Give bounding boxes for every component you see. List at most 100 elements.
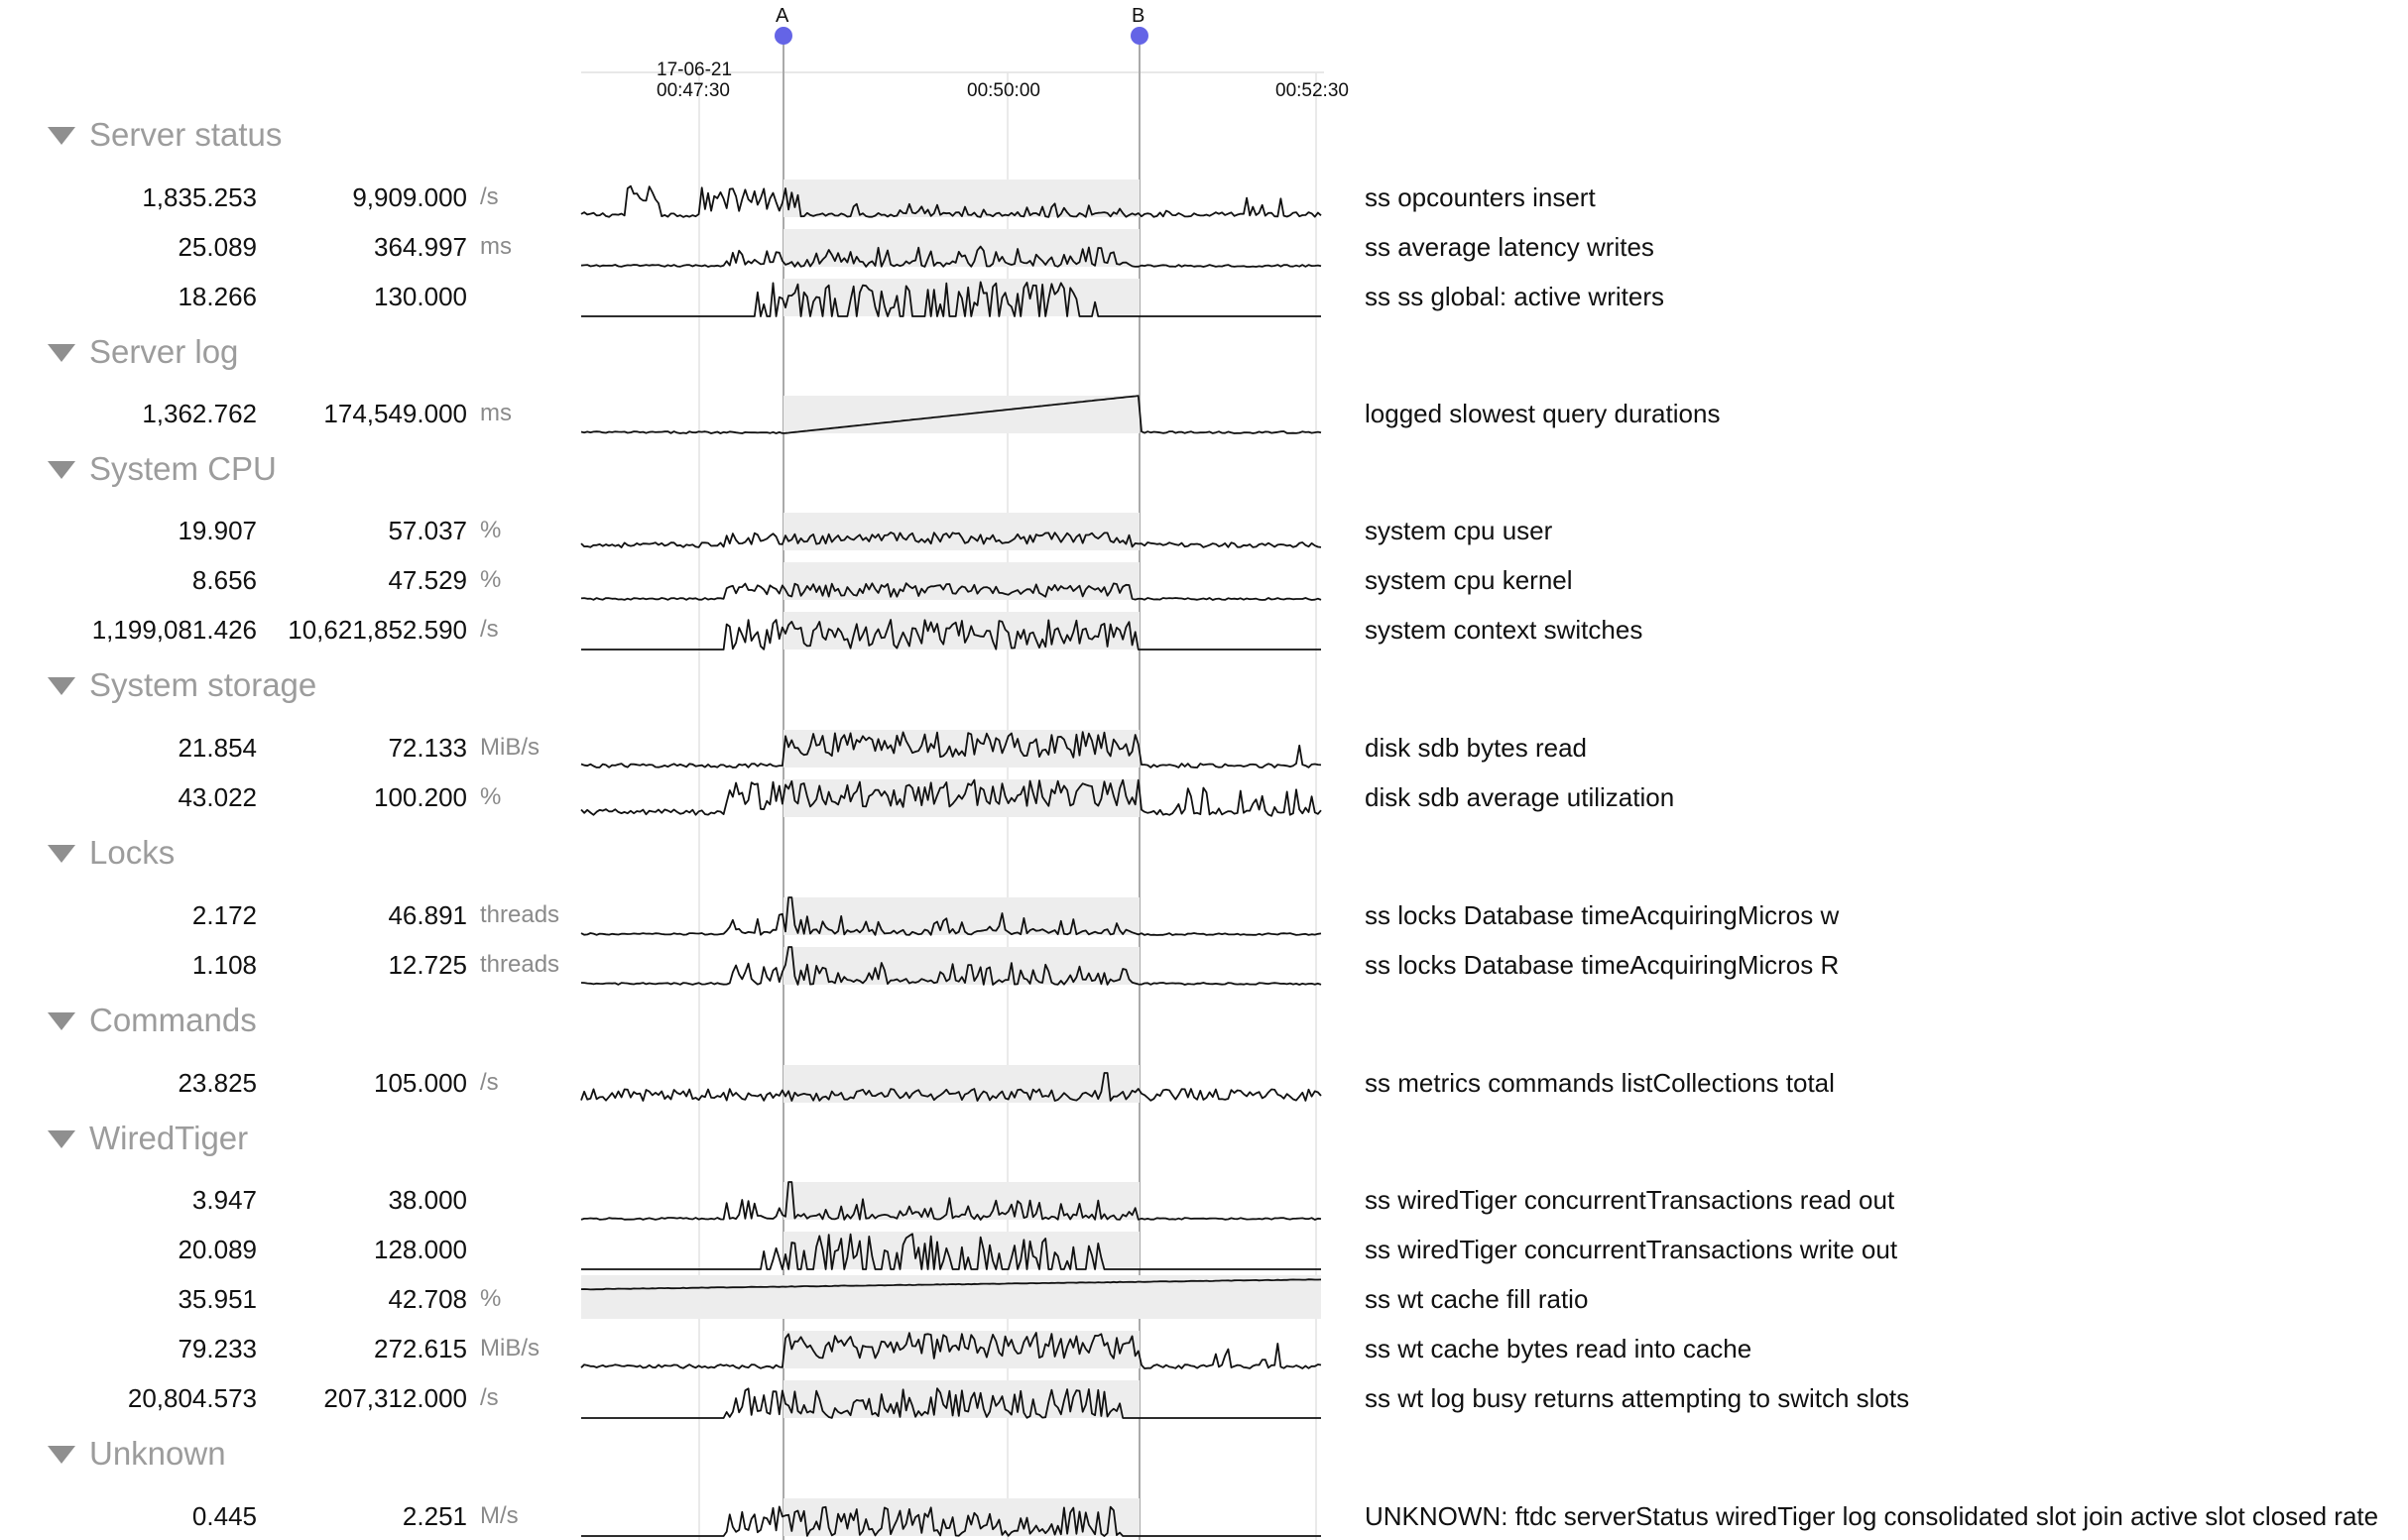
metric-row[interactable]: 1,835.253 9,909.000 /s ss opcounters ins… <box>0 174 2408 221</box>
metric-row[interactable]: 18.266 130.000 ss ss global: active writ… <box>0 273 2408 320</box>
metric-row[interactable]: 21.854 72.133 MiB/s disk sdb bytes read <box>0 724 2408 771</box>
metric-row[interactable]: 43.022 100.200 % disk sdb average utiliz… <box>0 773 2408 821</box>
sparkline-series <box>580 778 1322 817</box>
metric-row[interactable]: 20.089 128.000 ss wiredTiger concurrentT… <box>0 1226 2408 1273</box>
metric-unit: % <box>480 517 502 543</box>
metric-row[interactable]: 23.825 105.000 /s ss metrics commands li… <box>0 1059 2408 1107</box>
sparkline-series <box>581 1387 1321 1419</box>
metric-name: ss average latency writes <box>1365 232 1654 262</box>
sparkline-series <box>581 1233 1321 1270</box>
metric-unit: % <box>480 1285 502 1312</box>
metric-max: 207,312.000 <box>323 1383 467 1413</box>
metric-name: ss locks Database timeAcquiringMicros R <box>1365 950 1840 980</box>
metric-name: disk sdb average utilization <box>1365 782 1675 812</box>
metric-value: 1,835.253 <box>142 182 257 212</box>
sparkline-series <box>580 1181 1322 1221</box>
metric-unit: M/s <box>480 1502 519 1529</box>
sparkline <box>580 1331 1322 1369</box>
sparkline <box>580 778 1322 817</box>
sparkline <box>580 946 1322 986</box>
sparkline <box>580 179 1322 218</box>
metric-row[interactable]: 3.947 38.000 ss wiredTiger concurrentTra… <box>0 1176 2408 1224</box>
metric-name: ss metrics commands listCollections tota… <box>1365 1068 1835 1098</box>
metric-value: 3.947 <box>191 1185 257 1215</box>
metric-row[interactable]: 19.907 57.037 % system cpu user <box>0 507 2408 554</box>
metric-row[interactable]: 8.656 47.529 % system cpu kernel <box>0 556 2408 604</box>
group-header-server-log[interactable]: Server log <box>48 332 238 372</box>
metric-max: 105.000 <box>374 1068 467 1098</box>
metric-value: 79.233 <box>178 1334 257 1363</box>
metric-value: 1,362.762 <box>142 399 257 428</box>
metric-max: 10,621,852.590 <box>288 615 467 645</box>
group-header-wiredtiger[interactable]: WiredTiger <box>48 1119 248 1158</box>
group-title: Locks <box>89 834 176 871</box>
metric-row[interactable]: 25.089 364.997 ms ss average latency wri… <box>0 223 2408 271</box>
metric-row[interactable]: 1.108 12.725 threads ss locks Database t… <box>0 941 2408 989</box>
group-header-server-status[interactable]: Server status <box>48 115 282 155</box>
metric-max: 174,549.000 <box>323 399 467 428</box>
metric-row[interactable]: 0.445 2.251 M/s UNKNOWN: ftdc serverStat… <box>0 1492 2408 1540</box>
sparkline <box>580 1181 1322 1221</box>
metric-max: 9,909.000 <box>352 182 467 212</box>
metric-row[interactable]: 1,362.762 174,549.000 ms logged slowest … <box>0 390 2408 437</box>
metric-value: 18.266 <box>178 282 257 311</box>
selected-range-shade <box>783 562 1140 600</box>
metric-value: 35.951 <box>178 1284 257 1314</box>
metric-row[interactable]: 35.951 42.708 % ss wt cache fill ratio <box>0 1275 2408 1323</box>
metric-row[interactable]: 2.172 46.891 threads ss locks Database t… <box>0 891 2408 939</box>
metric-unit: MiB/s <box>480 1335 540 1362</box>
sparkline-series <box>580 946 1322 986</box>
group-header-system-cpu[interactable]: System CPU <box>48 449 277 489</box>
metric-row[interactable]: 79.233 272.615 MiB/s ss wt cache bytes r… <box>0 1325 2408 1372</box>
metric-value: 21.854 <box>178 733 257 763</box>
group-title: WiredTiger <box>89 1120 249 1156</box>
metric-name: system cpu kernel <box>1365 565 1573 595</box>
collapse-triangle-icon <box>48 344 75 362</box>
sparkline-series <box>580 395 1322 434</box>
sparkline-series <box>580 184 1322 218</box>
sparkline <box>581 279 1321 317</box>
collapse-triangle-icon <box>48 127 75 145</box>
metric-unit: MiB/s <box>480 734 540 761</box>
group-title: Server log <box>89 333 239 370</box>
group-header-unknown[interactable]: Unknown <box>48 1434 226 1474</box>
collapse-triangle-icon <box>48 461 75 479</box>
selected-range-shade <box>783 897 1140 935</box>
group-header-locks[interactable]: Locks <box>48 833 175 873</box>
metric-name: system context switches <box>1365 615 1643 645</box>
sparkline-series <box>580 1072 1322 1102</box>
time-label-2: 00:50:00 <box>967 80 1040 101</box>
metric-value: 1.108 <box>191 950 257 980</box>
sparkline <box>581 1380 1321 1419</box>
metric-value: 23.825 <box>178 1068 257 1098</box>
metric-max: 12.725 <box>388 950 467 980</box>
sparkline-series <box>580 245 1322 268</box>
group-header-commands[interactable]: Commands <box>48 1001 257 1040</box>
metric-unit: threads <box>480 901 560 928</box>
metric-name: ss wt cache bytes read into cache <box>1365 1334 1752 1363</box>
collapse-triangle-icon <box>48 1012 75 1030</box>
metric-unit: ms <box>480 233 512 260</box>
metric-row[interactable]: 20,804.573 207,312.000 /s ss wt log busy… <box>0 1374 2408 1422</box>
metric-unit: /s <box>480 1384 499 1411</box>
date-label: 17-06-21 <box>657 59 732 80</box>
marker-a-handle[interactable] <box>775 27 792 45</box>
metric-name: ss ss global: active writers <box>1365 282 1664 311</box>
metric-row[interactable]: 1,199,081.426 10,621,852.590 /s system c… <box>0 606 2408 653</box>
metric-unit: /s <box>480 616 499 643</box>
metric-value: 8.656 <box>191 565 257 595</box>
metric-unit: % <box>480 566 502 593</box>
selected-range-shade <box>783 179 1140 217</box>
group-title: System CPU <box>89 450 277 487</box>
group-title: Server status <box>89 116 283 153</box>
metric-max: 272.615 <box>374 1334 467 1363</box>
sparkline-series <box>580 1278 1322 1291</box>
marker-b-handle[interactable] <box>1131 27 1148 45</box>
sparkline <box>580 730 1322 769</box>
metric-unit <box>480 273 579 320</box>
marker-b-label: B <box>1132 5 1144 27</box>
metric-name: ss wt cache fill ratio <box>1365 1284 1589 1314</box>
sparkline <box>580 229 1322 268</box>
group-header-system-storage[interactable]: System storage <box>48 665 316 705</box>
sparkline-series <box>580 731 1322 769</box>
